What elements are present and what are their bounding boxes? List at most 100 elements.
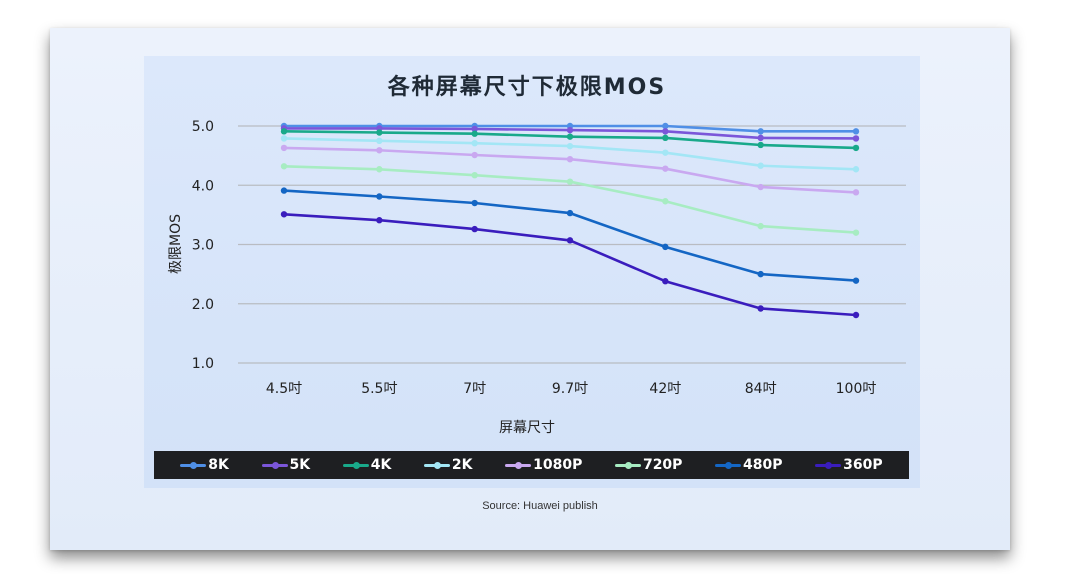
y-tick-labels: 1.0 2.0 3.0 4.0 5.0 xyxy=(192,119,214,372)
data-point xyxy=(662,122,669,130)
data-point xyxy=(757,128,764,135)
data-point xyxy=(757,183,764,191)
legend-item: 480P xyxy=(715,457,783,473)
data-point xyxy=(852,189,860,196)
chart-title: 各种屏幕尺寸下极限MOS xyxy=(387,74,666,100)
y-tick-label: 3.0 xyxy=(192,238,214,254)
series-line xyxy=(282,213,858,317)
legend-swatch xyxy=(715,461,742,469)
data-point xyxy=(662,243,669,251)
series-4k xyxy=(280,128,860,152)
legend: 8K 5K 4K 2K 1080P 720P 480P 360P xyxy=(154,451,909,479)
data-point xyxy=(852,229,860,236)
series-2k xyxy=(280,135,860,173)
x-tick-label: 9.7吋 xyxy=(552,381,588,397)
data-point xyxy=(566,237,574,244)
series-lines xyxy=(280,122,860,319)
x-tick-label: 100吋 xyxy=(836,381,877,397)
legend-label: 8K xyxy=(208,457,229,473)
data-point xyxy=(757,270,764,278)
data-point xyxy=(662,165,669,172)
data-point xyxy=(280,135,288,142)
legend-swatch xyxy=(261,461,288,469)
series-line xyxy=(282,189,858,282)
legend-swatch xyxy=(180,461,207,469)
data-point xyxy=(662,149,669,156)
series-480p xyxy=(280,187,860,284)
data-point xyxy=(280,211,288,218)
legend-label: 2K xyxy=(451,457,473,473)
legend-item: 8K xyxy=(180,457,229,473)
y-tick-label: 5.0 xyxy=(192,119,214,135)
data-point xyxy=(852,166,860,173)
series-360p xyxy=(280,211,860,319)
legend-label: 360P xyxy=(843,457,883,473)
x-tick-label: 42吋 xyxy=(649,381,681,397)
legend-label: 4K xyxy=(370,457,392,473)
legend-label: 480P xyxy=(743,457,783,473)
y-tick-label: 4.0 xyxy=(192,178,214,194)
data-point xyxy=(757,222,764,230)
data-point xyxy=(852,135,860,142)
source-note: Source: Huawei publish xyxy=(482,500,598,512)
legend-label: 1080P xyxy=(533,457,583,473)
data-point xyxy=(757,162,764,169)
legend-label: 720P xyxy=(642,457,683,473)
series-1080p xyxy=(280,144,860,196)
data-point xyxy=(566,178,574,185)
data-point xyxy=(471,171,478,179)
legend-item: 720P xyxy=(614,457,683,473)
legend-swatch xyxy=(614,461,641,469)
legend-item: 4K xyxy=(342,457,392,473)
data-point xyxy=(566,133,574,140)
legend-item: 2K xyxy=(423,457,473,473)
legend-swatch xyxy=(505,461,532,469)
data-point xyxy=(280,163,288,170)
data-point xyxy=(852,144,860,152)
data-point xyxy=(471,151,478,159)
chart-panel xyxy=(144,56,920,488)
legend-item: 1080P xyxy=(505,457,582,473)
data-point xyxy=(376,166,383,173)
data-point xyxy=(566,209,574,217)
data-point xyxy=(662,134,669,142)
legend-swatch xyxy=(342,461,369,469)
data-point xyxy=(662,128,669,135)
data-point xyxy=(280,128,288,135)
data-point xyxy=(757,305,764,312)
data-point xyxy=(376,137,383,145)
data-point xyxy=(662,278,669,285)
data-point xyxy=(471,199,478,207)
x-axis-title: 屏幕尺寸 xyxy=(499,420,555,436)
data-point xyxy=(471,130,478,137)
legend-swatch xyxy=(423,461,450,469)
legend-swatch xyxy=(815,461,842,469)
legend-label: 5K xyxy=(289,457,311,473)
data-point xyxy=(566,142,574,150)
data-point xyxy=(852,277,860,284)
data-point xyxy=(852,311,860,319)
data-point xyxy=(757,141,764,149)
x-tick-label: 84吋 xyxy=(745,381,777,397)
data-point xyxy=(471,225,478,233)
data-point xyxy=(376,193,383,200)
data-point xyxy=(566,155,574,163)
series-line xyxy=(282,165,858,234)
data-point xyxy=(280,187,288,194)
x-tick-label: 5.5吋 xyxy=(361,381,397,397)
y-tick-label: 2.0 xyxy=(192,297,214,313)
data-point xyxy=(280,144,288,152)
data-point xyxy=(852,128,860,135)
data-point xyxy=(566,126,574,134)
data-point xyxy=(471,139,478,147)
x-tick-labels: 4.5吋 5.5吋 7吋 9.7吋 42吋 84吋 100吋 xyxy=(266,381,877,397)
data-point xyxy=(376,217,383,224)
data-point xyxy=(376,129,383,136)
x-tick-label: 7吋 xyxy=(463,381,486,397)
data-point xyxy=(757,134,764,142)
series-720p xyxy=(280,163,860,236)
data-point xyxy=(471,125,478,133)
legend-item: 360P xyxy=(815,457,883,473)
data-point xyxy=(662,198,669,205)
